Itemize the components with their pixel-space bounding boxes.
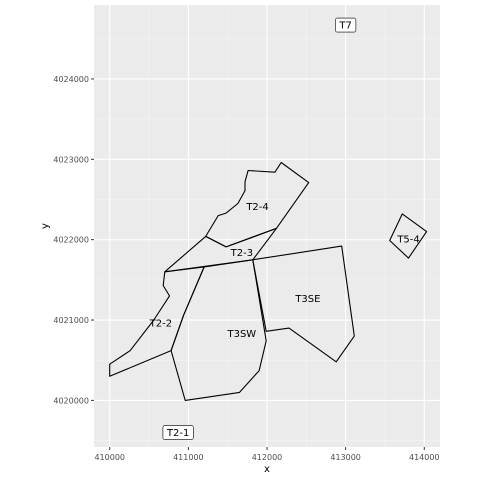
region-label-t2-2: T2-2 <box>149 319 172 330</box>
polygon-t5-4 <box>389 213 428 259</box>
region-label-layer: T2-4 T2-3 T2-2 T3SW T3SE T5-4 <box>149 202 420 340</box>
region-label-t5-4: T5-4 <box>396 234 419 245</box>
x-tick-label: 413000 <box>330 453 361 462</box>
boxed-label-text: T2-1 <box>166 428 189 439</box>
y-tick-label: 4020000 <box>53 396 89 405</box>
x-tick-label: 414000 <box>409 453 440 462</box>
polygon-t3se <box>252 245 355 363</box>
region-label-t2-4: T2-4 <box>245 202 268 213</box>
x-axis: 410000 411000 412000 413000 414000 <box>94 447 440 462</box>
x-axis-title: x <box>264 464 270 475</box>
boxed-label-layer: T7 T2-1 <box>162 17 357 440</box>
x-tick-label: 412000 <box>252 453 283 462</box>
boxed-label-t2-1: T2-1 <box>162 425 194 440</box>
polygon-layer <box>109 161 428 401</box>
y-axis: 4020000 4021000 4022000 4023000 4024000 <box>53 75 94 405</box>
y-tick-label: 4023000 <box>53 155 89 164</box>
polygon-t2-2 <box>109 266 205 377</box>
boxed-label-t7: T7 <box>335 17 357 33</box>
boxed-label-box <box>162 425 194 440</box>
region-label-t3sw: T3SW <box>226 329 256 340</box>
boxed-label-text: T7 <box>338 21 351 32</box>
y-tick-label: 4024000 <box>53 75 89 84</box>
boxed-label-box <box>335 17 357 33</box>
x-tick-label: 411000 <box>173 453 204 462</box>
y-axis-title: y <box>40 223 51 229</box>
region-label-t3se: T3SE <box>294 294 320 305</box>
y-tick-label: 4022000 <box>53 236 89 245</box>
x-tick-label: 410000 <box>94 453 125 462</box>
polygon-t3sw <box>170 259 267 401</box>
region-label-t2-3: T2-3 <box>230 248 253 259</box>
y-tick-label: 4021000 <box>53 316 89 325</box>
